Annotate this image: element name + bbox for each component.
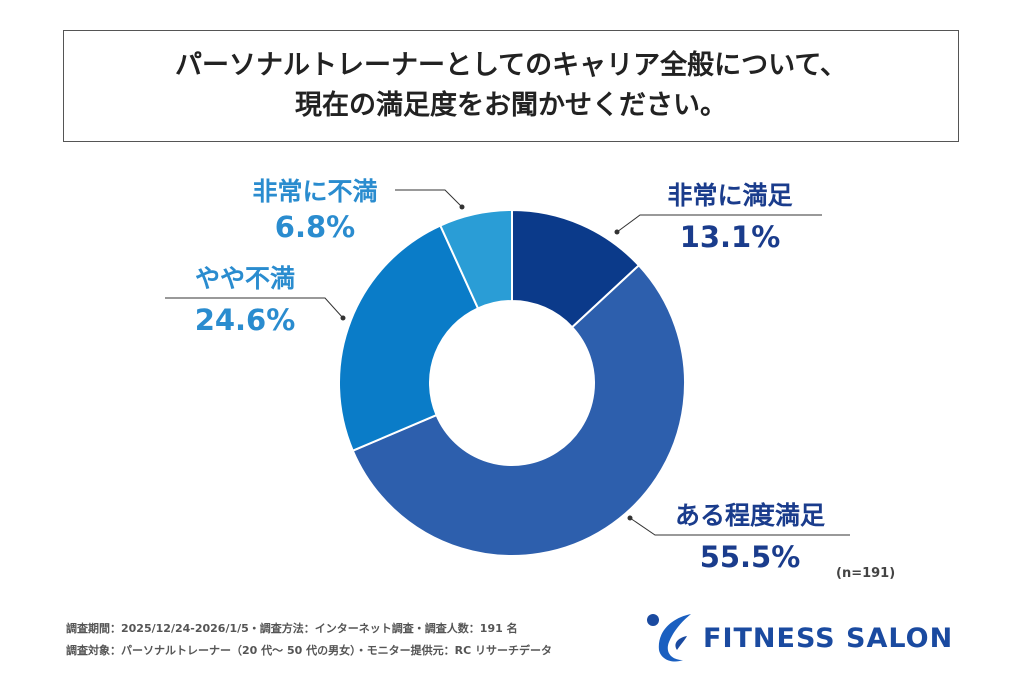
donut-slice-2 [338, 224, 480, 453]
leader-dot-0 [614, 229, 620, 235]
logo-text: FITNESS SALON [703, 622, 954, 654]
donut-slice-1 [351, 263, 686, 557]
leader-dot-2 [340, 315, 346, 321]
label-1: ある程度満足 55.5% [674, 501, 825, 574]
logo: FITNESS SALON [643, 610, 953, 666]
label-3: 非常に不満 6.8% [252, 177, 378, 244]
footer-line-1: 調査期間：2025/12/24-2026/1/5・調査方法：インターネット調査・… [66, 622, 518, 635]
leader-line-0 [616, 214, 822, 233]
title-line-2: 現在の満足度をお聞かせください。 [295, 90, 727, 121]
leader-dot-3 [459, 204, 465, 210]
donut-slice-3 [438, 208, 513, 310]
footer-line-2: 調査対象：パーソナルトレーナー（20 代～ 50 代の男女）・モニター提供元：R… [66, 644, 552, 657]
sample-size-note: (n=191) [836, 566, 896, 581]
leader-line-3 [395, 189, 463, 208]
chart-title: パーソナルトレーナーとしてのキャリア全般について、 現在の満足度をお聞かせくださ… [63, 30, 959, 142]
label-2: やや不満 24.6% [194, 264, 296, 337]
title-line-1: パーソナルトレーナーとしてのキャリア全般について、 [174, 50, 848, 81]
leader-line-2 [165, 297, 344, 319]
logo-icon [647, 614, 691, 662]
label-0: 非常に満足 13.1% [667, 181, 793, 254]
leader-dot-1 [627, 515, 633, 521]
leader-line-1 [629, 517, 850, 536]
